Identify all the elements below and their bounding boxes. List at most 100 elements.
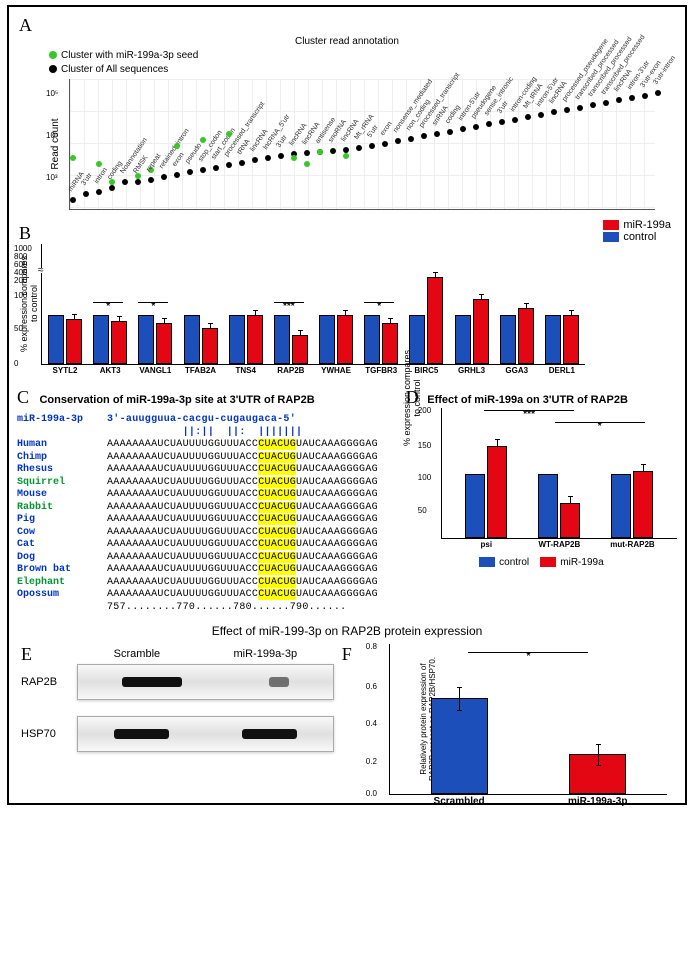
legend-mir: miR-199a (623, 219, 671, 231)
bar-mir (518, 308, 534, 364)
bar-group: VANGL1* (138, 315, 172, 364)
bar-xlabel: RAP2B (277, 366, 304, 375)
bar-xlabel: DERL1 (549, 366, 575, 375)
point-seed (226, 131, 232, 137)
blot-row: HSP70 (77, 716, 334, 752)
bar-control (455, 315, 471, 364)
sig-mark: *** (274, 302, 304, 311)
point-all (213, 165, 219, 171)
bar-group: AKT3* (93, 315, 127, 364)
point-all (278, 153, 284, 159)
bar-group: SYTL2 (48, 315, 82, 364)
point-all (83, 191, 89, 197)
blot-col-mir: miR-199a-3p (234, 648, 298, 660)
chart-b: 1000 800 600 400 200 ≈ 100 50 0 SYTL2AKT… (41, 244, 585, 365)
point-all (109, 185, 115, 191)
bar-mir (560, 503, 580, 538)
bar-xlabel: YWHAE (321, 366, 351, 375)
ytick: 10⁴ (46, 131, 58, 140)
bar-mir (292, 335, 308, 364)
bar-control (184, 315, 200, 364)
point-all (655, 90, 661, 96)
point-all (408, 136, 414, 142)
point-all (174, 172, 180, 178)
bar-control (364, 315, 380, 364)
bar-mir (487, 446, 507, 538)
bar-control (465, 474, 485, 538)
bar-mir (247, 315, 263, 364)
bar-xlabel: GGA3 (505, 366, 528, 375)
point-seed (317, 149, 323, 155)
blot-band (269, 677, 289, 687)
bar-control (611, 474, 631, 538)
bar-mir (633, 471, 653, 538)
point-seed (304, 161, 310, 167)
panel-a-title: Cluster read annotation (19, 36, 675, 47)
bar-xlabel-d: mut-RAP2B (610, 540, 654, 549)
blot-band (114, 729, 169, 739)
legend-label-all: Cluster of All sequences (61, 64, 168, 75)
bar-group: TFAB2A (184, 315, 218, 364)
blot-strip (77, 716, 334, 752)
point-all (629, 95, 635, 101)
bar-control (93, 315, 109, 364)
point-all (135, 179, 141, 185)
ytick: 10³ (46, 173, 58, 182)
bar-group-f: Scrambled (431, 698, 488, 794)
bar-xlabel: GRHL3 (458, 366, 485, 375)
bar-control (229, 315, 245, 364)
panel-c-title: Conservation of miR-199a-3p site at 3'UT… (39, 394, 314, 406)
bar-group: YWHAE (319, 315, 353, 364)
point-all (473, 124, 479, 130)
bar-xlabel: AKT3 (100, 366, 121, 375)
bar-group-d: psi (465, 446, 507, 538)
point-seed (291, 155, 297, 161)
panel-c-label: C (17, 387, 29, 407)
bar-xlabel-d: psi (481, 540, 493, 549)
panel-d: D Effect of miR-199a on 3'UTR of RAP2B %… (406, 387, 677, 614)
point-all (369, 143, 375, 149)
bar-xlabel-d: WT-RAP2B (539, 540, 581, 549)
bar-control (48, 315, 64, 364)
bar-f (569, 754, 626, 794)
legend-d-ctrl: control (499, 557, 529, 568)
bar-group: DERL1 (545, 315, 579, 364)
bar-xlabel: VANGL1 (139, 366, 171, 375)
panel-e-label: E (21, 644, 32, 665)
bar-control (138, 315, 154, 364)
bar-control (545, 315, 561, 364)
panel-c: C Conservation of miR-199a-3p site at 3'… (17, 387, 400, 614)
bar-xlabel-f: Scrambled (434, 796, 485, 807)
point-all (577, 105, 583, 111)
point-all (564, 107, 570, 113)
point-all (265, 155, 271, 161)
bar-group: GRHL3 (455, 299, 489, 364)
point-seed (343, 153, 349, 159)
point-all (434, 131, 440, 137)
point-all (382, 141, 388, 147)
bar-group-f: miR-199a-3p (569, 754, 626, 794)
point-seed (200, 137, 206, 143)
point-all (538, 112, 544, 118)
bar-mir (473, 299, 489, 364)
panel-b-legend: miR-199a control (603, 219, 671, 243)
point-all (70, 197, 76, 203)
point-all (200, 167, 206, 173)
point-all (512, 117, 518, 123)
blot-label: HSP70 (21, 728, 77, 740)
sig-mark: * (138, 302, 168, 311)
panel-b: B miR-199a control % expression compares… (13, 219, 681, 385)
bar-xlabel: TNS4 (235, 366, 255, 375)
bar-group-d: WT-RAP2B (538, 474, 580, 538)
legend-ctrl: control (623, 231, 656, 243)
sig-d2: * (555, 422, 645, 431)
chart-d: 200 150 100 50 psiWT-RAP2Bmut-RAP2B **** (441, 408, 677, 539)
panel-e: E Scramble miR-199a-3p RAP2BHSP70 (17, 644, 334, 795)
ytick: 10⁵ (46, 89, 58, 98)
alignment-block: miR-199a-3p3'-auugguua-cacgu-cugaugaca-5… (17, 414, 400, 614)
chart-a: Read count 10⁵ 10⁴ 10³ miRNA3'utrintronc… (69, 79, 655, 210)
bar-mir (337, 315, 353, 364)
chart-f: Relatively protein expression ofRAP2B pr… (389, 644, 667, 795)
panel-a-label: A (19, 15, 32, 35)
bar-mir (563, 315, 579, 364)
